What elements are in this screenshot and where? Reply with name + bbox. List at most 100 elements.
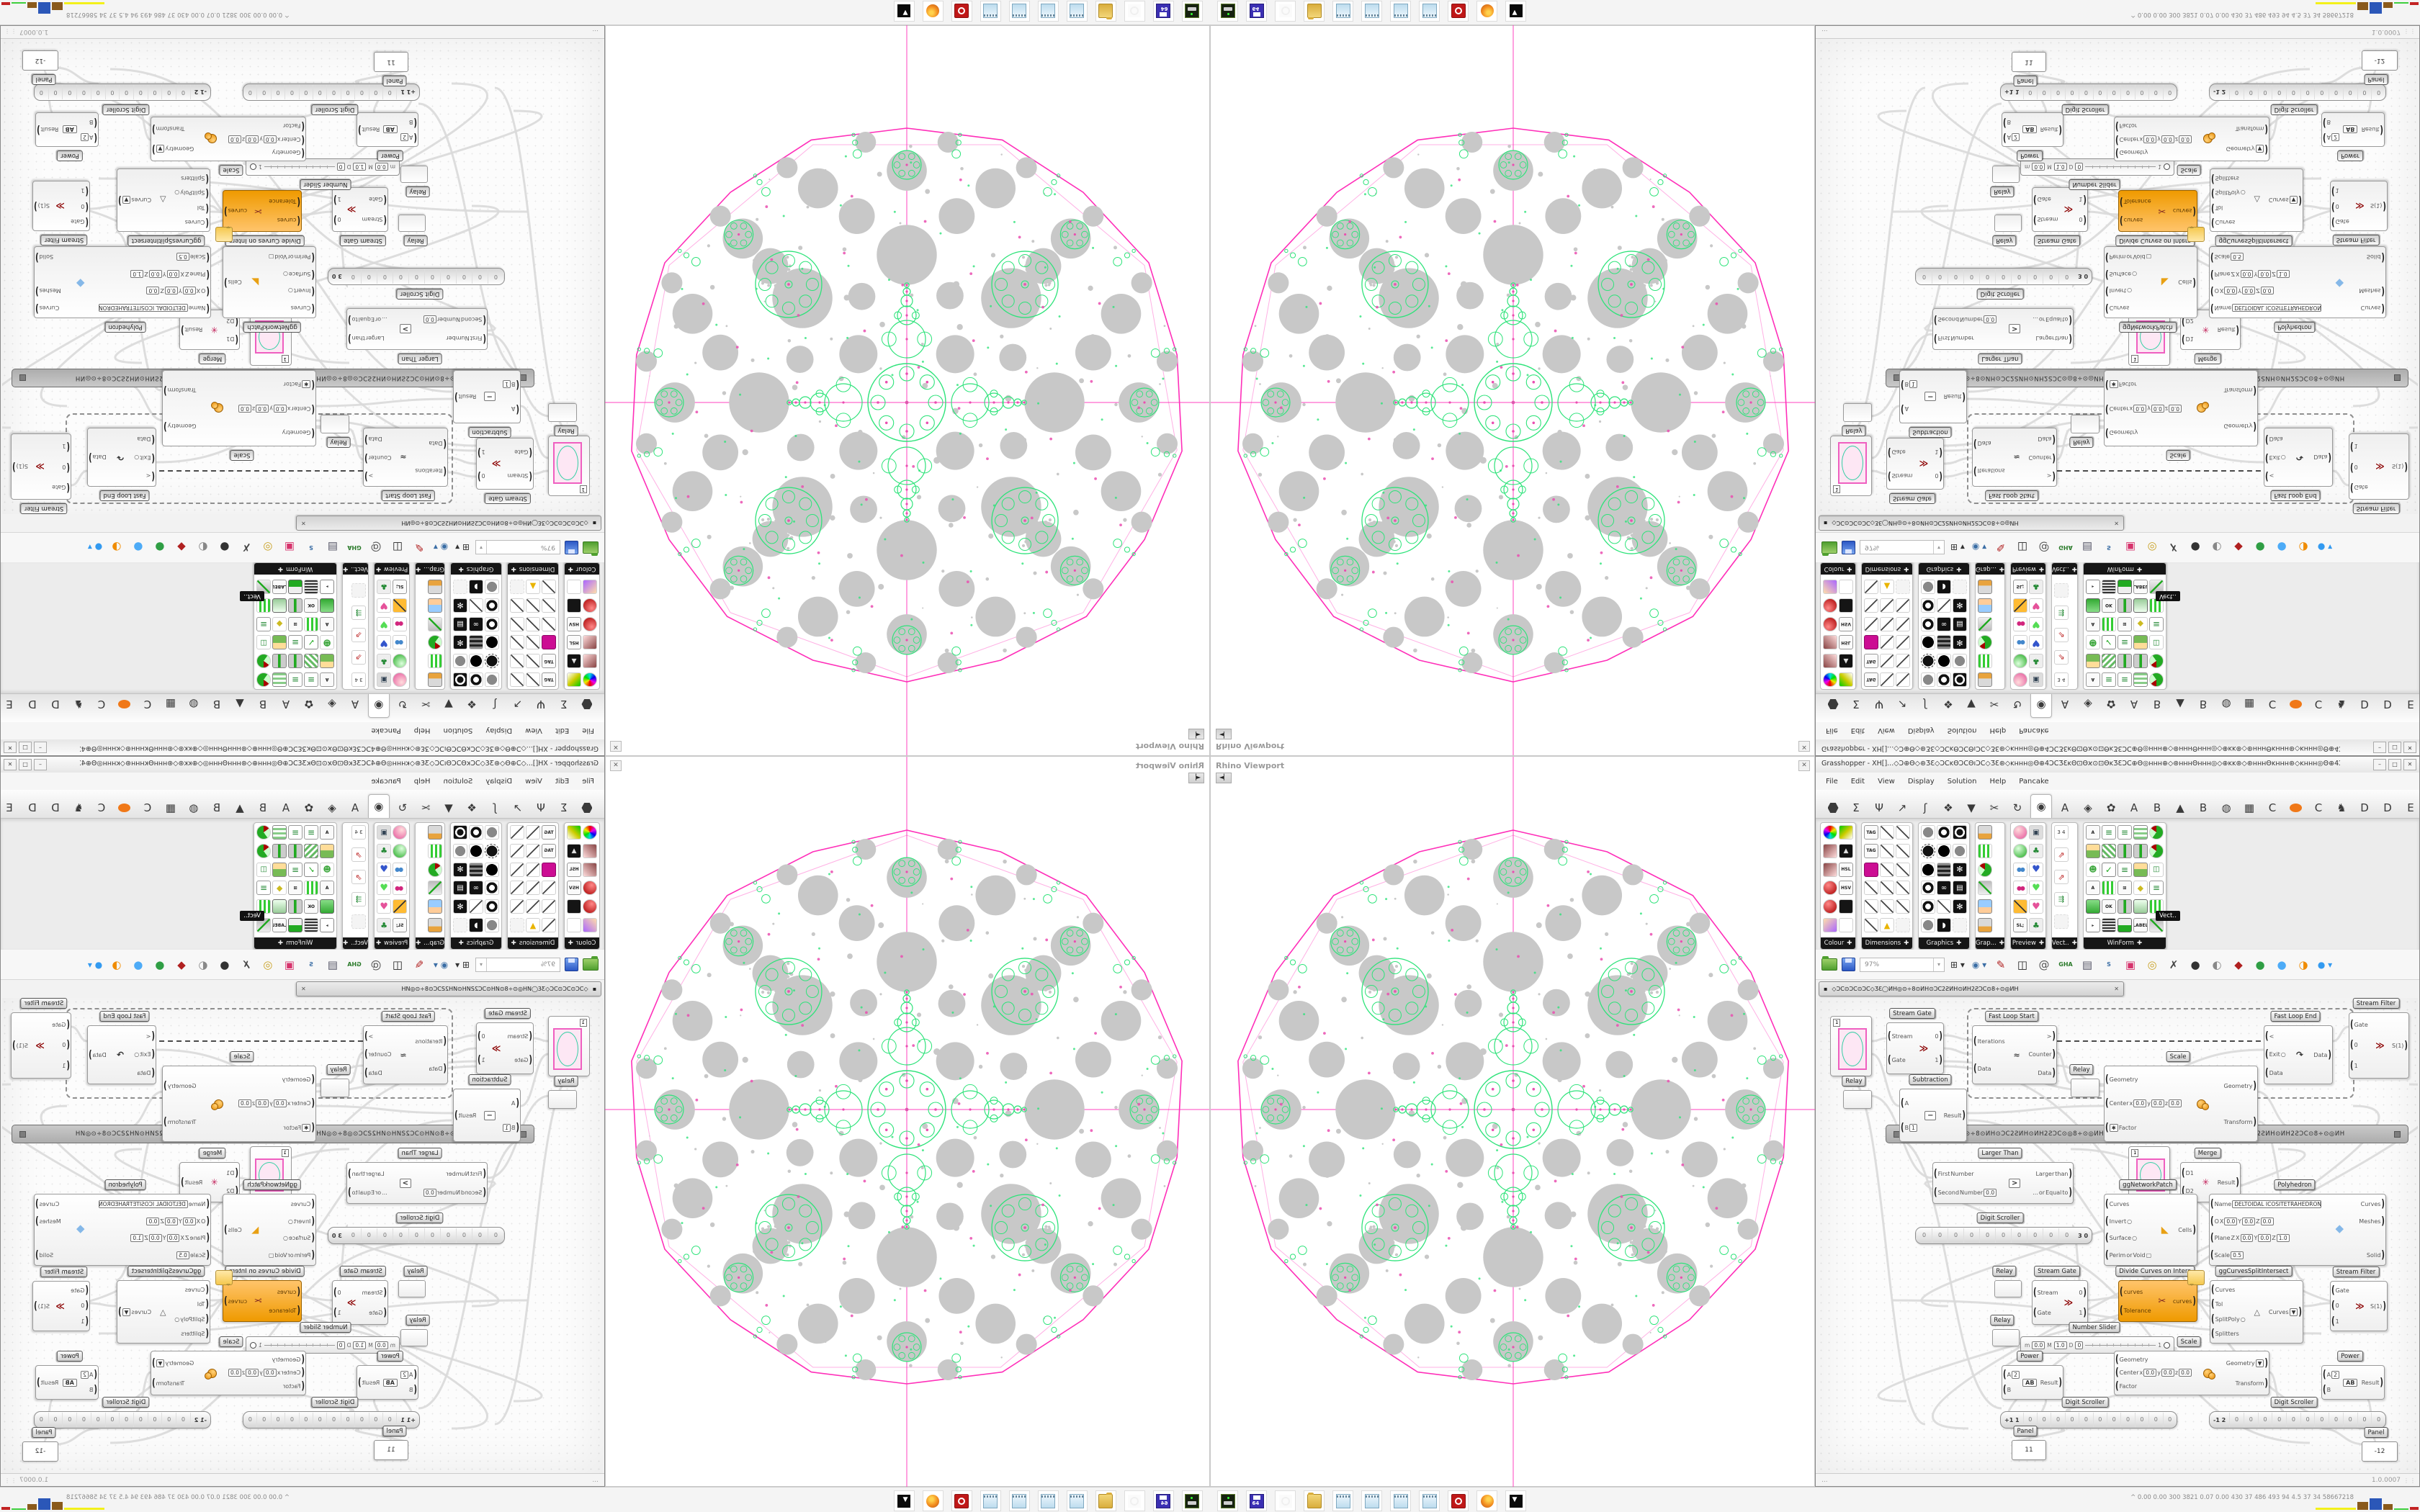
category-tab-5[interactable]: ❖ [467, 698, 477, 711]
node-label-chip-fast-loop-start[interactable]: Fast Loop Start [382, 1011, 435, 1022]
category-tab-3[interactable]: ↗ [513, 801, 523, 814]
node-stream-filter[interactable]: (Gate(0(1 ≫ S(1)) [11, 433, 71, 500]
port[interactable]: (Curves [269, 1199, 315, 1211]
node-stream-filter[interactable]: (Gate(0(1 ≫ S(1)) [32, 181, 90, 231]
port[interactable]: (Geometry [2105, 426, 2182, 438]
port-value-box[interactable]: 0.0 [166, 269, 180, 278]
panel-tile-ink[interactable] [1896, 881, 1910, 896]
panel-name[interactable]: Graphics ✚ [1919, 937, 1969, 949]
node-label-chip-merge[interactable]: Merge [199, 1148, 226, 1158]
taskbar-button-6[interactable] [1009, 1490, 1030, 1511]
panel-tile-flower[interactable] [453, 862, 467, 877]
panel-expand-icon[interactable]: ✚ [1956, 565, 1962, 572]
toolbar-button-15[interactable]: ● [133, 958, 143, 971]
scroller-digit[interactable]: 0 [2022, 1413, 2037, 1427]
port[interactable]: (Splitters [2211, 172, 2246, 184]
toolbar-button-10[interactable]: ✗ [2169, 958, 2179, 971]
node-label-chip-power[interactable]: Power [377, 1351, 403, 1362]
node-ggnetworkpatch[interactable]: (Curves(Invert ○(Surface ○(Perim or Void ▢ ◣ Ce… [223, 246, 316, 318]
taskbar-button-10[interactable] [894, 1, 915, 22]
port[interactable]: (Geometry [228, 1354, 305, 1366]
panel-tile-tri[interactable] [526, 918, 540, 933]
panel-tile-wheel[interactable] [1823, 825, 1837, 840]
port[interactable]: (Gate [507, 446, 532, 458]
scroller-digit[interactable]: 0 [2106, 85, 2121, 99]
port[interactable]: (Gate [2331, 1284, 2349, 1297]
scroller-digit[interactable]: 0 [2272, 1413, 2286, 1427]
node-fast-loop-start[interactable]: (Iterations(Data ≈ >) Counter) Data) [1972, 428, 2057, 487]
port[interactable]: Geometry ▼) [152, 143, 194, 156]
menu-item-pancake[interactable]: Pancake [2019, 726, 2049, 735]
category-tab-2[interactable]: Ψ [537, 801, 545, 814]
menu-item-display[interactable]: Display [485, 726, 513, 735]
panel-tile[interactable]: TAG [1864, 825, 1878, 840]
panel-tile-bars[interactable] [2101, 616, 2116, 631]
node-divide-curves-on-inters[interactable]: (curves(Tolerance ✂ curves) [223, 190, 302, 232]
panel-tile-photo[interactable] [428, 899, 442, 914]
node-label-chip-larger-than[interactable]: Larger Than [398, 1148, 442, 1158]
panel-tile-chk[interactable] [2101, 635, 2116, 650]
taskbar-button-9[interactable] [923, 1, 944, 22]
port[interactable]: (Gate [71, 215, 89, 228]
viewport-close-button[interactable]: ✕ [610, 741, 622, 752]
scroller-digit[interactable]: 0 [243, 85, 258, 99]
zoom-level-box[interactable]: 97% ▾ [1860, 957, 1945, 972]
menu-item-edit[interactable]: Edit [555, 726, 570, 735]
panel-tile-arrR[interactable] [2053, 870, 2069, 884]
plugin-tab-14[interactable]: D [28, 801, 37, 814]
port[interactable]: (SplitPoly ○ [174, 187, 209, 199]
port[interactable]: (curves [269, 1286, 300, 1298]
panel-tile-ink[interactable] [1896, 598, 1910, 613]
panel-tile-dark[interactable] [1839, 598, 1853, 613]
node-panel[interactable]: 11 [2012, 1440, 2046, 1460]
port[interactable]: Transform) [163, 384, 196, 397]
toolbar-button-2[interactable]: ✎ [1996, 958, 2006, 971]
toolbar-button-3[interactable]: ◫ [392, 958, 403, 971]
menu-item-help[interactable]: Help [413, 726, 431, 735]
node-label-chip-fast-loop-end[interactable]: Fast Loop End [99, 490, 150, 501]
panel-tile-ring[interactable] [485, 616, 499, 631]
toolbar-button-5[interactable]: GHA [347, 544, 362, 551]
panel-tile-ink[interactable] [469, 899, 483, 914]
slider-param-box[interactable]: 1.0 [353, 163, 367, 171]
scroller-digit[interactable]: 0 [345, 269, 362, 284]
grasshopper-canvas[interactable]: 1 Stream Gate(Stream(Gate ≫ 0) 1) Relay Fast L… [1817, 39, 2418, 514]
slider-knob[interactable] [250, 1341, 256, 1349]
node-label-chip-stream-filter[interactable]: Stream Filter [20, 503, 68, 514]
node-label-chip-scale[interactable]: Scale [219, 1336, 243, 1347]
plugin-tab-2[interactable]: ✿ [2106, 698, 2116, 711]
plugin-tab-8[interactable]: ▦ [165, 801, 176, 814]
panel-tile-per[interactable] [2085, 635, 2100, 650]
scroller-digit[interactable]: 0 [2058, 269, 2075, 284]
port[interactable]: (Gate [2331, 215, 2349, 228]
panel-tile-ink[interactable] [1896, 654, 1910, 669]
scroller-digit[interactable]: 0 [148, 85, 163, 99]
panel-tile-sq[interactable] [393, 899, 408, 914]
scroller-digit[interactable]: 0 [377, 1228, 393, 1243]
scroller-digit[interactable]: 0 [488, 1228, 504, 1243]
panel-tile-sun[interactable] [583, 918, 597, 933]
panel-tile-ink[interactable] [526, 825, 540, 840]
panel-tile-ballG[interactable] [2012, 654, 2027, 669]
scroller-digit[interactable]: 0 [472, 269, 488, 284]
toolbar-button-10[interactable]: ✗ [2169, 541, 2179, 554]
port[interactable]: (B [400, 1384, 417, 1396]
panel-tile-save[interactable] [1953, 616, 1967, 631]
plugin-tab-7[interactable]: ◍ [2221, 801, 2231, 814]
plugin-tab-7[interactable]: ◍ [2221, 698, 2231, 711]
scroller-digit[interactable]: 0 [393, 269, 409, 284]
scroller-digit[interactable]: 0 [2043, 269, 2059, 284]
panel-tile-blk[interactable] [469, 843, 483, 858]
panel-tile-blk[interactable] [1937, 654, 1951, 669]
panel-tile-blk[interactable] [485, 635, 499, 650]
grasshopper-canvas[interactable]: 1 Stream Gate(Stream(Gate ≫ 0) 1) Relay Fast L… [2, 998, 603, 1473]
port-value-box[interactable]: 0.0 [2240, 1234, 2254, 1243]
node-panel[interactable]: -12 [22, 50, 58, 71]
viewport-collapse-button[interactable]: ◄▏ [1216, 729, 1232, 739]
panel-tile-ink[interactable] [1880, 843, 1894, 858]
toolbar-button-7[interactable]: S [309, 544, 313, 551]
port-value-box[interactable]: ✱ [2109, 1123, 2118, 1132]
node-label-chip-merge[interactable]: Merge [199, 354, 226, 364]
port[interactable]: (0 [52, 1040, 70, 1052]
panel-tile-ink[interactable] [1896, 672, 1910, 687]
